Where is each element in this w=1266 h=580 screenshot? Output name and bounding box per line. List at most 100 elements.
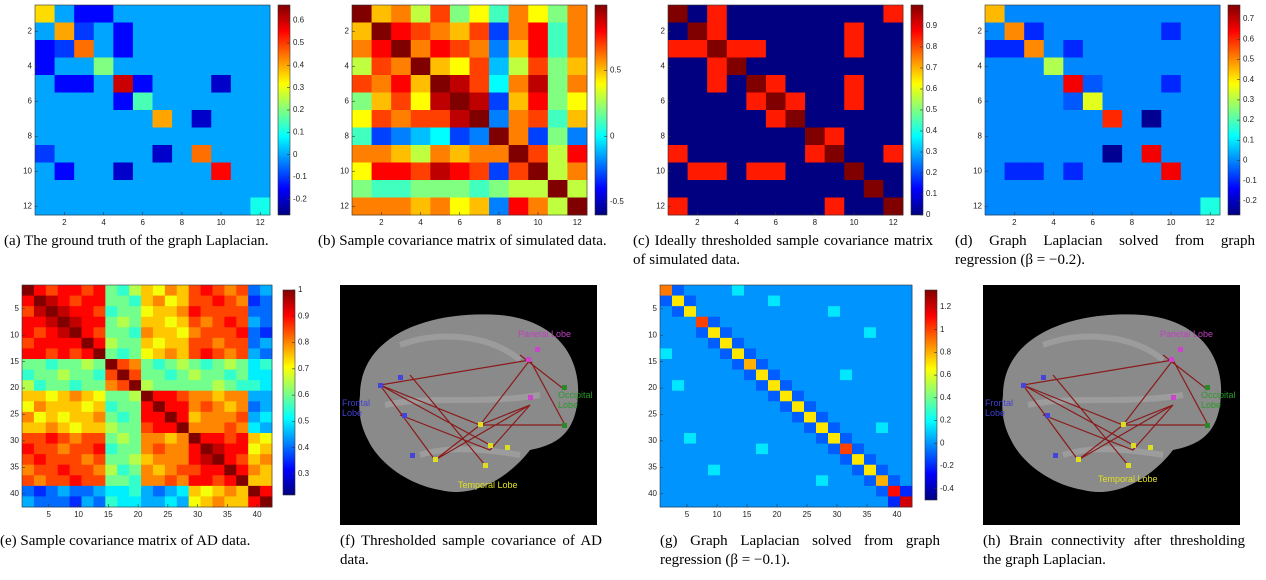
y-tick-label: 10 bbox=[340, 166, 349, 175]
heatmap-cell bbox=[177, 433, 189, 444]
heatmap-cell bbox=[756, 454, 768, 465]
heatmap-cell bbox=[768, 444, 780, 455]
heatmap-cell bbox=[34, 370, 46, 381]
heatmap-cell bbox=[844, 23, 864, 41]
heatmap-cell bbox=[900, 306, 912, 317]
heatmap-cell bbox=[1083, 180, 1103, 198]
heatmap-cell bbox=[236, 391, 248, 402]
heatmap-cell bbox=[672, 338, 684, 349]
heatmap-cell bbox=[105, 454, 117, 465]
y-tick-label: 15 bbox=[648, 357, 657, 366]
heatmap-cell bbox=[825, 23, 845, 41]
heatmap-cell bbox=[548, 40, 568, 58]
heatmap-cell bbox=[688, 58, 708, 76]
heatmap-cell bbox=[1200, 145, 1220, 163]
heatmap-cell bbox=[876, 327, 888, 338]
heatmap-cell bbox=[1103, 75, 1123, 93]
heatmap-cell bbox=[231, 128, 251, 146]
heatmap-cell bbox=[22, 486, 34, 497]
heatmap-cell bbox=[816, 496, 828, 507]
heatmap-cell bbox=[1063, 163, 1083, 181]
heatmap-cell bbox=[804, 338, 816, 349]
heatmap-cell bbox=[165, 433, 177, 444]
heatmap-cell bbox=[900, 370, 912, 381]
heatmap-cell bbox=[391, 75, 411, 93]
heatmap-cell bbox=[133, 75, 153, 93]
heatmap-cell bbox=[660, 401, 672, 412]
heatmap-cell bbox=[900, 475, 912, 486]
heatmap-cell bbox=[1122, 180, 1142, 198]
heatmap-cell bbox=[250, 75, 270, 93]
heatmap-cell bbox=[756, 412, 768, 423]
x-tick-label: 4 bbox=[418, 218, 423, 227]
heatmap-cell bbox=[165, 401, 177, 412]
heatmap-cell bbox=[668, 145, 688, 163]
heatmap-cell bbox=[211, 110, 231, 128]
heatmap-cell bbox=[567, 163, 587, 181]
heatmap-cell bbox=[720, 296, 732, 307]
heatmap-cell bbox=[852, 370, 864, 381]
heatmap-cell bbox=[189, 391, 201, 402]
heatmap-cell bbox=[985, 40, 1005, 58]
heatmap-cell bbox=[231, 198, 251, 216]
heatmap-cell bbox=[528, 110, 548, 128]
heatmap-cell bbox=[260, 422, 272, 433]
heatmap-cell bbox=[141, 338, 153, 349]
heatmap-cell bbox=[1181, 145, 1201, 163]
heatmap-cell bbox=[22, 370, 34, 381]
heatmap-cell bbox=[768, 370, 780, 381]
colorbar-tick-label: 0.5 bbox=[1243, 55, 1255, 64]
heatmap-cell bbox=[720, 285, 732, 296]
heatmap-cell bbox=[696, 296, 708, 307]
y-tick-label: 30 bbox=[648, 436, 657, 445]
colorbar-tick-label: 1 bbox=[298, 285, 303, 294]
heatmap-cell bbox=[117, 317, 129, 328]
heatmap-cell bbox=[93, 496, 105, 507]
colorbar-tick-label: 0.3 bbox=[293, 83, 305, 92]
heatmap-cell bbox=[201, 317, 213, 328]
heatmap-cell bbox=[430, 145, 450, 163]
heatmap-cell bbox=[35, 5, 55, 23]
heatmap-cell bbox=[58, 359, 70, 370]
heatmap-cell bbox=[1181, 180, 1201, 198]
heatmap-cell bbox=[212, 296, 224, 307]
heatmap-cell bbox=[828, 296, 840, 307]
heatmap-cell bbox=[236, 433, 248, 444]
heatmap-cell bbox=[153, 198, 173, 216]
heatmap-cell bbox=[248, 444, 260, 455]
heatmap-cell bbox=[470, 75, 490, 93]
colorbar-tick-label: 0.7 bbox=[926, 63, 938, 72]
heatmap-cell bbox=[509, 110, 529, 128]
heatmap-cell bbox=[720, 401, 732, 412]
heatmap-cell bbox=[489, 23, 509, 41]
heatmap-cell bbox=[250, 110, 270, 128]
heatmap-cell bbox=[250, 23, 270, 41]
heatmap-cell bbox=[864, 359, 876, 370]
heatmap-cell bbox=[900, 454, 912, 465]
heatmap-cell bbox=[744, 412, 756, 423]
y-tick-label: 20 bbox=[10, 383, 19, 392]
heatmap-cell bbox=[113, 75, 133, 93]
heatmap-cell bbox=[113, 23, 133, 41]
heatmap-cell bbox=[391, 145, 411, 163]
heatmap-cell bbox=[236, 327, 248, 338]
heatmap-cell bbox=[1181, 75, 1201, 93]
heatmap-cell bbox=[211, 93, 231, 111]
heatmap-cell bbox=[192, 40, 212, 58]
heatmap-cell bbox=[888, 370, 900, 381]
colorbar bbox=[1228, 5, 1240, 215]
heatmap-cell bbox=[1005, 163, 1025, 181]
heatmap-cell bbox=[707, 163, 727, 181]
heatmap-cell bbox=[828, 327, 840, 338]
heatmap-cell bbox=[82, 338, 94, 349]
heatmap-cell bbox=[528, 58, 548, 76]
heatmap-cell bbox=[236, 401, 248, 412]
heatmap-cell bbox=[828, 433, 840, 444]
heatmap-cell bbox=[780, 422, 792, 433]
heatmap-cell bbox=[804, 359, 816, 370]
heatmap-cell bbox=[201, 327, 213, 338]
heatmap-cell bbox=[684, 391, 696, 402]
heatmap-cell bbox=[74, 93, 94, 111]
heatmap-cell bbox=[1103, 145, 1123, 163]
heatmap-cell bbox=[93, 465, 105, 476]
